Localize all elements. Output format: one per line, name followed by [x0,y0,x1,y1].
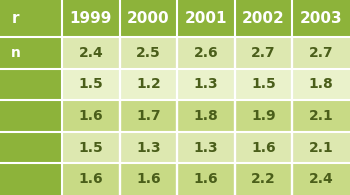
Bar [120,100,177,132]
Bar [120,132,177,163]
Bar [0,132,62,163]
Bar [177,163,235,195]
Text: 2.5: 2.5 [136,46,161,60]
Text: 1.3: 1.3 [194,141,218,155]
Bar [235,37,292,69]
Bar [292,69,350,100]
Text: 1999: 1999 [70,11,112,26]
Bar [177,132,235,163]
Bar [62,69,120,100]
Text: 2.1: 2.1 [309,109,334,123]
Text: 2.6: 2.6 [194,46,218,60]
Text: 1.6: 1.6 [194,172,218,186]
Bar [62,100,120,132]
Text: 2.4: 2.4 [309,172,334,186]
Bar [177,69,235,100]
Text: 1.6: 1.6 [136,172,161,186]
Bar [62,132,120,163]
Bar [62,37,120,69]
Bar [177,100,235,132]
Bar [235,132,292,163]
Bar [0,100,62,132]
Bar [235,0,292,37]
Bar [292,132,350,163]
Text: 1.7: 1.7 [136,109,161,123]
Text: 1.8: 1.8 [309,77,334,91]
Text: n: n [10,46,20,60]
Text: 2003: 2003 [300,11,343,26]
Bar [0,163,62,195]
Text: 2.2: 2.2 [251,172,276,186]
Bar [292,100,350,132]
Text: 2.4: 2.4 [78,46,103,60]
Text: 2.7: 2.7 [251,46,276,60]
Text: 2001: 2001 [185,11,227,26]
Text: 1.6: 1.6 [78,109,103,123]
Text: 1.5: 1.5 [78,77,103,91]
Bar [177,37,235,69]
Text: 1.2: 1.2 [136,77,161,91]
Bar [62,163,120,195]
Bar [0,69,62,100]
Text: 1.5: 1.5 [251,77,276,91]
Bar [62,0,120,37]
Text: 1.3: 1.3 [194,77,218,91]
Bar [177,0,235,37]
Bar [0,37,62,69]
Text: 1.5: 1.5 [78,141,103,155]
Bar [120,163,177,195]
Bar [292,37,350,69]
Text: 2.1: 2.1 [309,141,334,155]
Text: 2002: 2002 [242,11,285,26]
Text: 2.7: 2.7 [309,46,334,60]
Bar [235,100,292,132]
Bar [235,69,292,100]
Text: 1.6: 1.6 [251,141,276,155]
Text: 1.8: 1.8 [194,109,218,123]
Text: r: r [12,11,19,26]
Text: 1.9: 1.9 [251,109,276,123]
Bar [292,0,350,37]
Bar [120,69,177,100]
Text: 1.3: 1.3 [136,141,161,155]
Text: 1.6: 1.6 [78,172,103,186]
Bar [120,0,177,37]
Bar [292,163,350,195]
Bar [235,163,292,195]
Text: 2000: 2000 [127,11,170,26]
Bar [120,37,177,69]
